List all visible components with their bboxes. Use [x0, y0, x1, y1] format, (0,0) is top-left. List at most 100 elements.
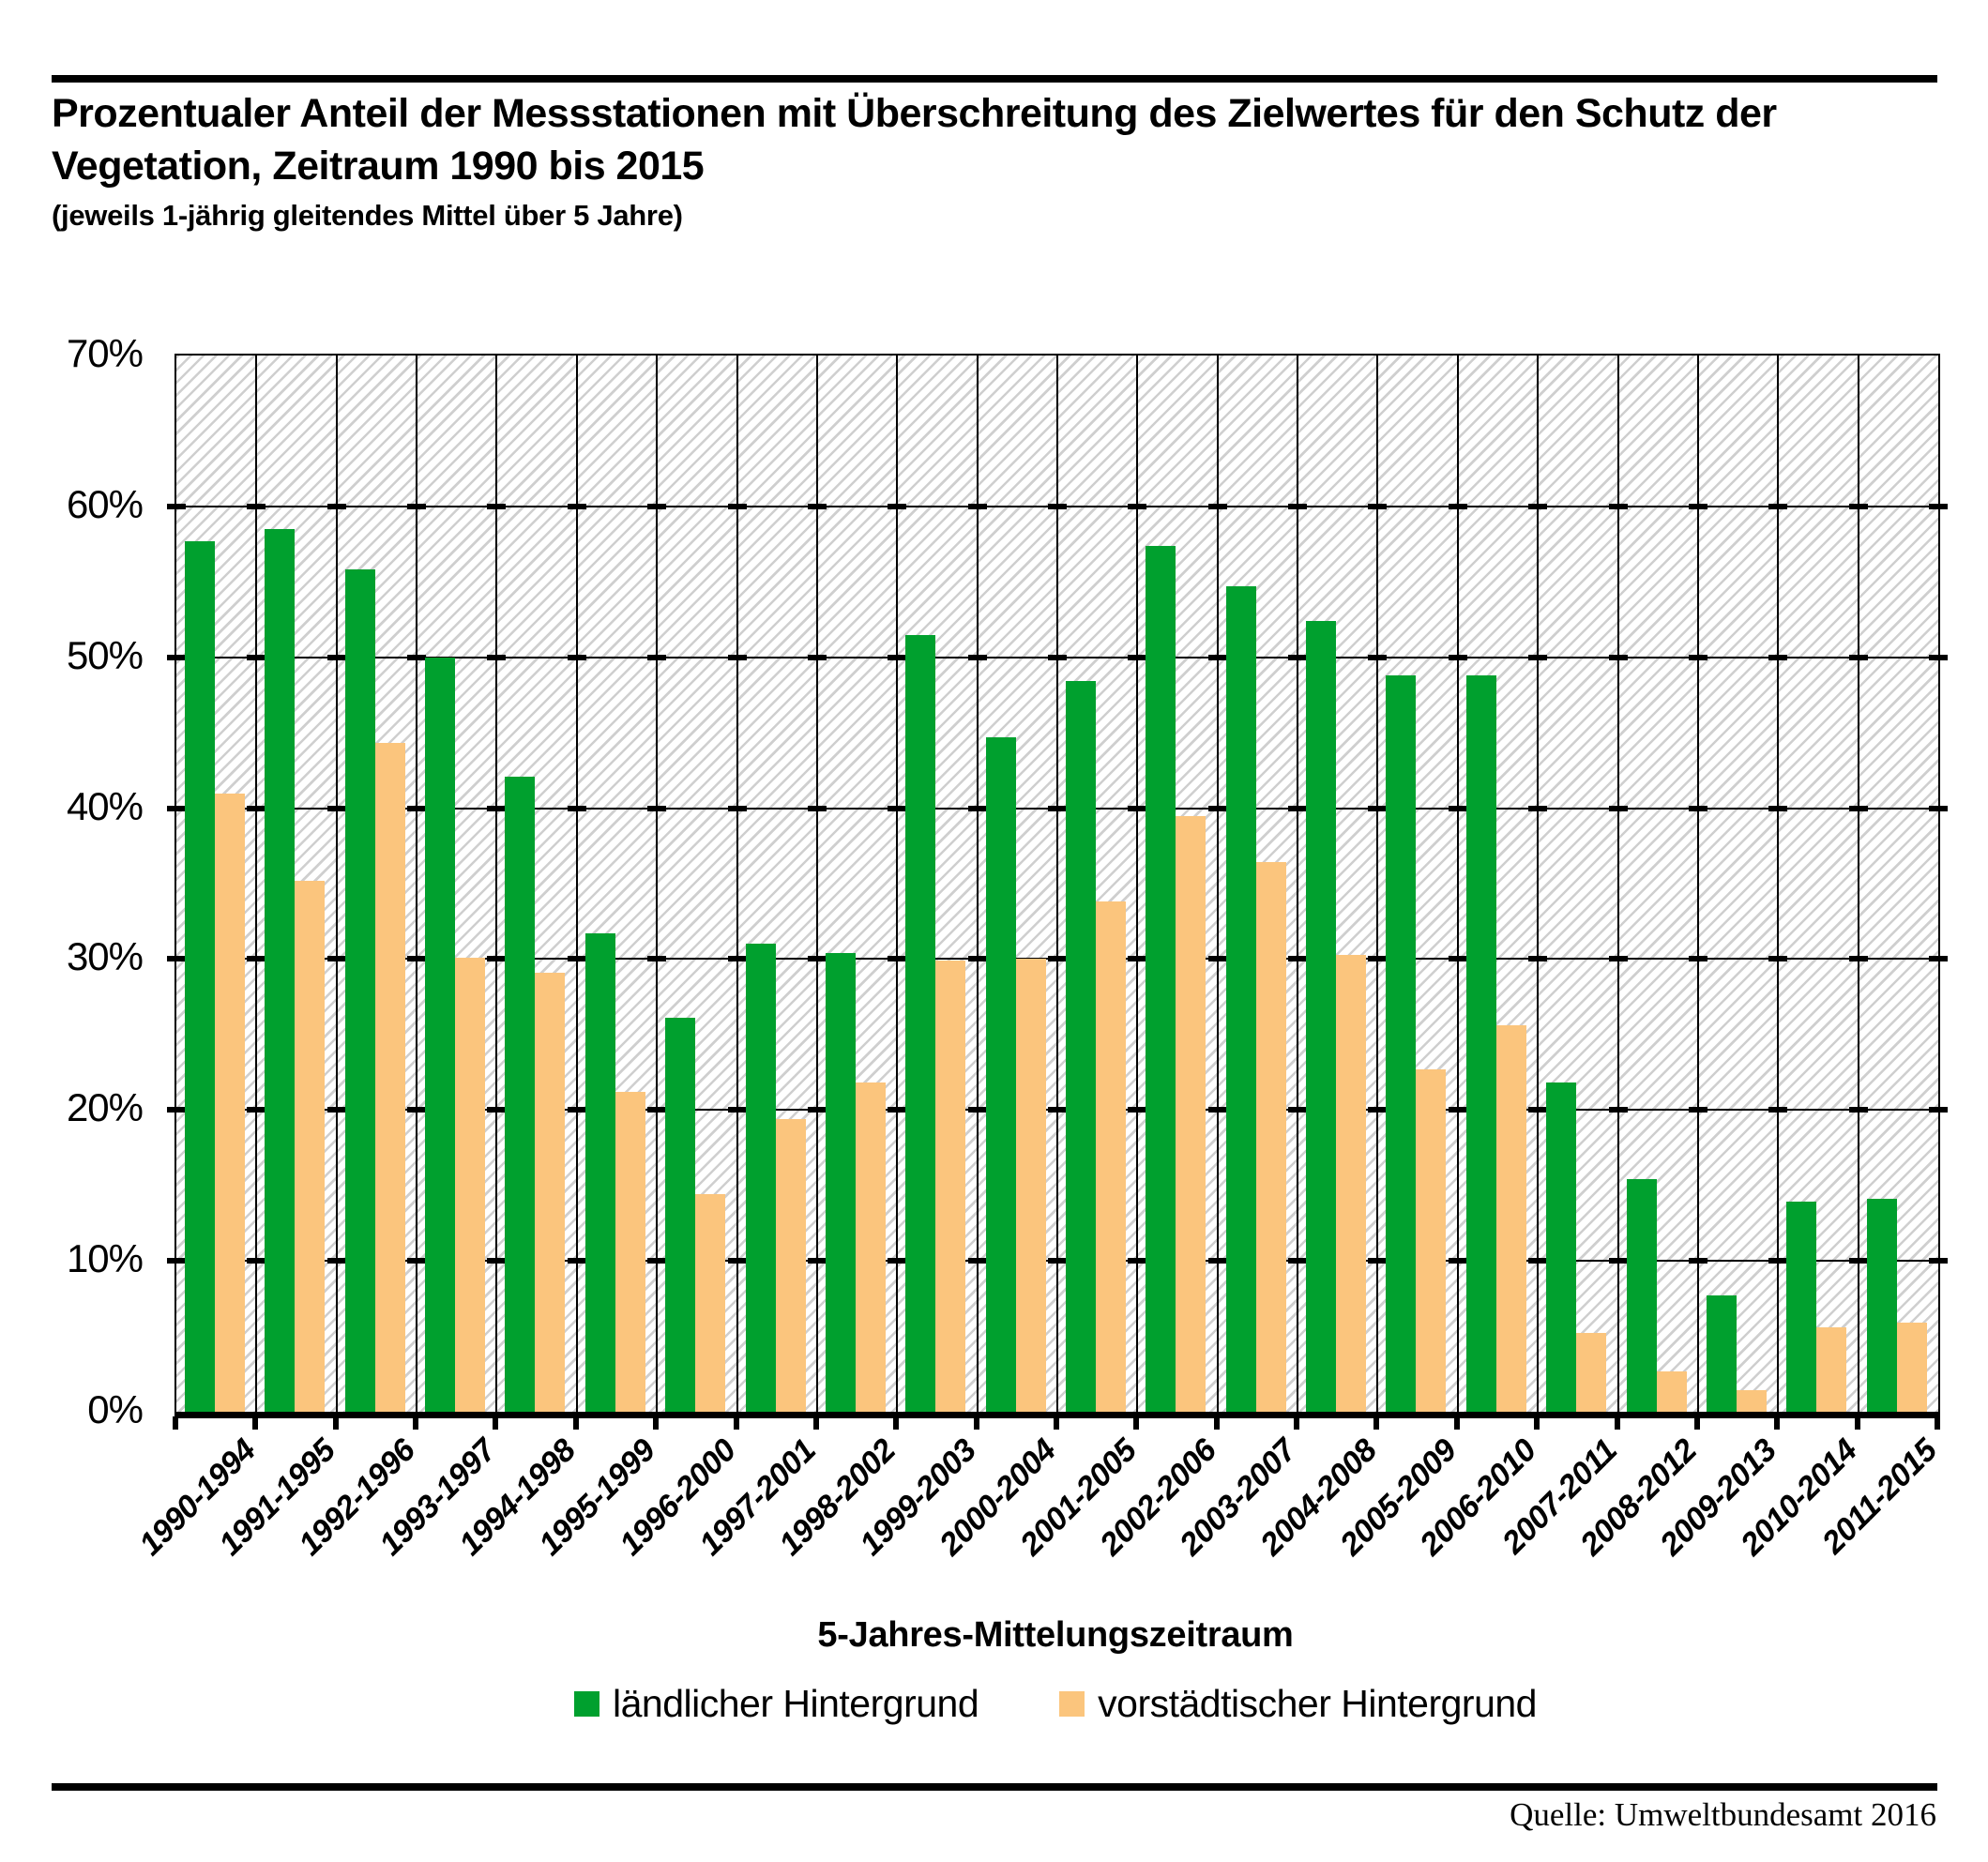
gridline-tick-dash [326, 1258, 346, 1264]
gridline-tick-dash [487, 1258, 507, 1264]
gridline-tick-dash [1688, 1258, 1707, 1264]
legend-label: ländlicher Hintergrund [613, 1682, 979, 1725]
source-credit: Quelle: Umweltbundesamt 2016 [1510, 1796, 1936, 1833]
gridline-tick-dash [727, 1258, 747, 1264]
gridline-tick-dash [1929, 503, 1948, 509]
gridline-tick-dash [727, 1107, 747, 1113]
x-axis-tick [1294, 1416, 1300, 1430]
gridline-tick-dash [1848, 654, 1868, 660]
gridline-tick-dash [807, 654, 827, 660]
gridline-tick-dash [1608, 956, 1628, 962]
gridline-tick-dash [807, 1107, 827, 1113]
gridline-tick-dash [1048, 1107, 1067, 1113]
gridline-tick-dash [167, 1107, 186, 1113]
bar-suburban [1015, 959, 1046, 1412]
gridline-tick-dash [1128, 654, 1147, 660]
category-separator [495, 356, 498, 1412]
gridline-tick-dash [1048, 654, 1067, 660]
gridline-tick-dash [1368, 805, 1388, 811]
gridline-tick-dash [1688, 956, 1707, 962]
gridline-tick-dash [1128, 503, 1147, 509]
x-axis-tick [252, 1416, 259, 1430]
gridline-tick-dash [567, 956, 586, 962]
x-axis-tick [1935, 1416, 1940, 1430]
gridline-tick-dash [888, 805, 907, 811]
category-separator [416, 356, 418, 1412]
category-separator [335, 356, 338, 1412]
gridline-tick-dash [1768, 654, 1788, 660]
category-separator [815, 356, 818, 1412]
gridline-tick-dash [888, 1258, 907, 1264]
gridline-tick-dash [1128, 1258, 1147, 1264]
gridline-tick-dash [1768, 1258, 1788, 1264]
bar-suburban [1656, 1370, 1687, 1412]
gridline-tick-dash [1448, 503, 1467, 509]
x-axis-tick [572, 1416, 579, 1430]
x-axis-tick [1133, 1416, 1140, 1430]
gridline-tick-dash [567, 805, 586, 811]
bar-rural [1546, 1082, 1577, 1412]
bar-suburban [1896, 1323, 1927, 1412]
bar-suburban [695, 1194, 726, 1412]
x-axis-tick [1854, 1416, 1860, 1430]
gridline-tick-dash [1848, 503, 1868, 509]
y-axis-tick-label: 70% [66, 331, 144, 375]
gridline-tick-dash [1768, 805, 1788, 811]
gridline-tick-dash [407, 1107, 427, 1113]
gridline-tick-dash [247, 1258, 266, 1264]
bar-rural [825, 953, 856, 1412]
x-axis-tick [893, 1416, 900, 1430]
gridline-tick-dash [1608, 503, 1628, 509]
gridline-tick-dash [167, 1258, 186, 1264]
gridline-tick-dash [807, 503, 827, 509]
gridline-tick-dash [1608, 1107, 1628, 1113]
bar-rural [505, 776, 536, 1412]
gridline-tick-dash [647, 503, 667, 509]
gridline-tick-dash [326, 654, 346, 660]
gridline-tick-dash [487, 654, 507, 660]
x-axis-tick [1213, 1416, 1220, 1430]
gridline-tick-dash [167, 503, 186, 509]
gridline-tick-dash [167, 805, 186, 811]
bar-rural [1306, 621, 1337, 1412]
gridline-tick-dash [1288, 1258, 1308, 1264]
gridline-tick-dash [1448, 956, 1467, 962]
gridline-tick-dash [967, 654, 987, 660]
bar-rural [745, 944, 776, 1412]
gridline-tick-dash [1128, 1107, 1147, 1113]
gridline-tick-dash [1848, 1107, 1868, 1113]
y-axis-tick-label: 0% [87, 1387, 144, 1431]
category-separator [255, 356, 258, 1412]
bar-rural [1146, 545, 1176, 1412]
legend-swatch-rural [574, 1691, 600, 1717]
category-separator [1537, 356, 1540, 1412]
legend-item-suburban: vorstädtischer Hintergrund [1059, 1685, 1537, 1723]
gridline-tick-dash [1288, 805, 1308, 811]
bar-rural [905, 634, 936, 1412]
gridline-tick-dash [1768, 956, 1788, 962]
gridline-tick-dash [1528, 1107, 1548, 1113]
y-axis-tick-label: 20% [66, 1085, 144, 1130]
x-axis-tick [1373, 1416, 1380, 1430]
gridline-tick-dash [727, 805, 747, 811]
gridline-tick-dash [967, 805, 987, 811]
gridline-tick-dash [1288, 956, 1308, 962]
x-axis-title: 5-Jahres-Mittelungszeitraum [817, 1615, 1294, 1655]
gridline-tick-dash [647, 1107, 667, 1113]
gridline-tick-dash [567, 1258, 586, 1264]
x-axis-tick [1693, 1416, 1700, 1430]
x-axis-tick [1054, 1416, 1059, 1430]
gridline-tick-dash [1207, 503, 1227, 509]
y-axis-tick-label: 10% [66, 1236, 144, 1281]
gridline-tick-dash [807, 1258, 827, 1264]
bar-suburban [775, 1118, 806, 1412]
gridline-tick-dash [1448, 805, 1467, 811]
gridline-tick-dash [1288, 1107, 1308, 1113]
gridline-tick-dash [247, 805, 266, 811]
x-axis-tick [332, 1416, 339, 1430]
category-separator [1696, 356, 1699, 1412]
y-axis-tick-label: 30% [66, 934, 144, 979]
gridline-tick-dash [1528, 1258, 1548, 1264]
x-axis-tick [1774, 1416, 1781, 1430]
